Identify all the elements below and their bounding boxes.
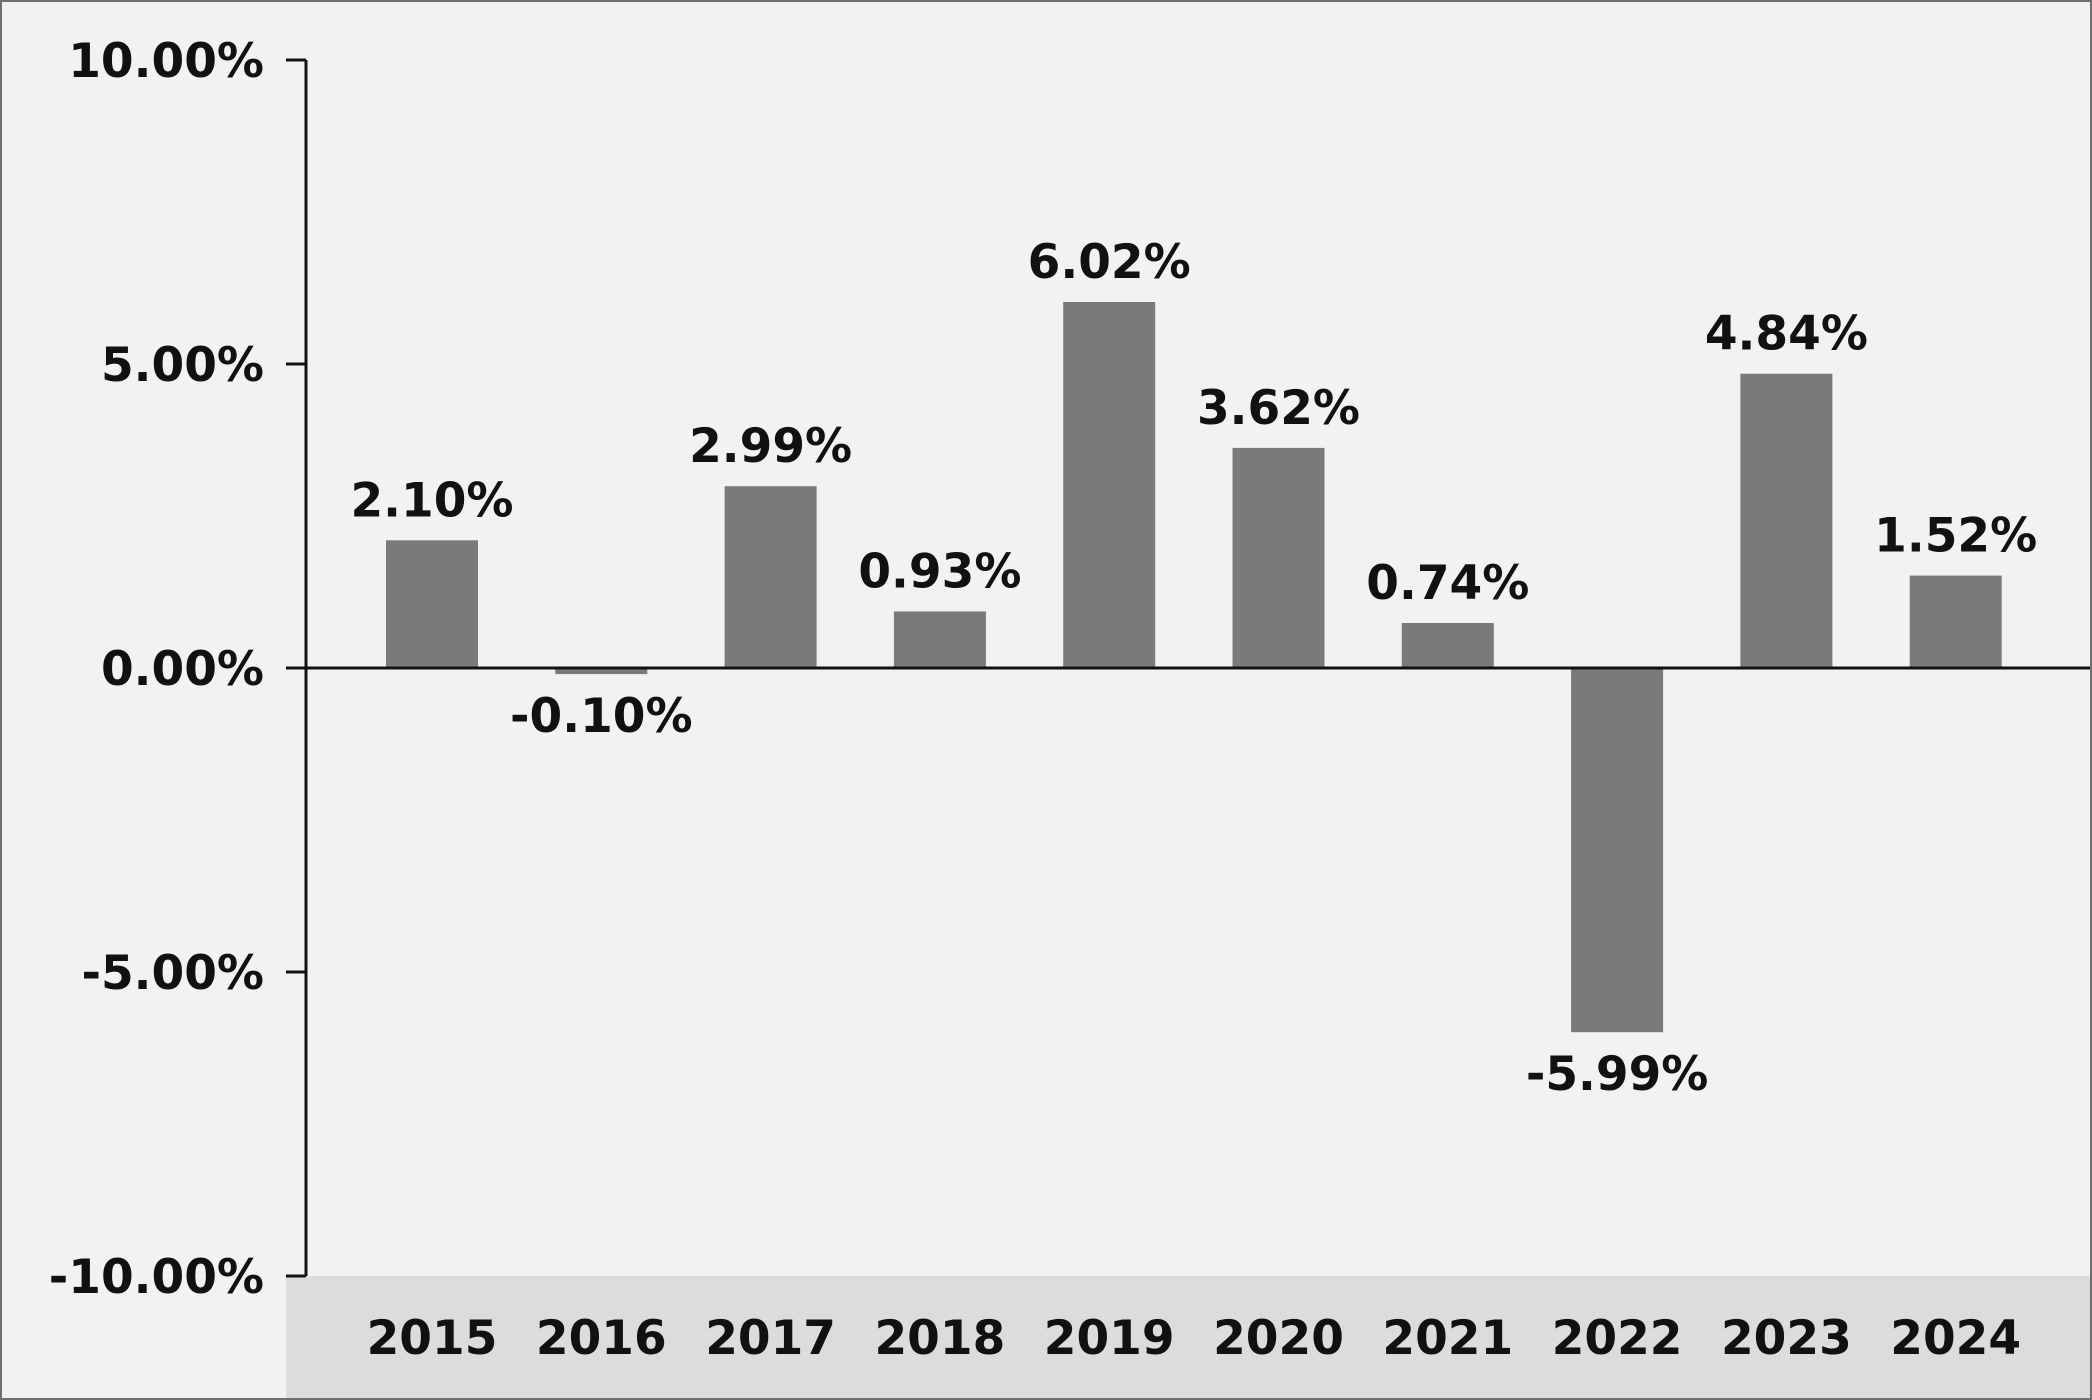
x-tick-label-2022: 2022 [1552,1311,1683,1366]
bar-2021 [1401,623,1494,668]
y-tick-label: 0.00% [101,642,264,697]
data-label-2016: -0.10% [510,689,693,744]
bar-2017 [724,486,817,668]
bar-2016 [555,668,648,675]
x-tick-label-2015: 2015 [367,1311,498,1366]
x-tick-label-2019: 2019 [1044,1311,1175,1366]
y-tick-label: 10.00% [68,34,264,89]
x-tick-label-2018: 2018 [874,1311,1005,1366]
data-label-2021: 0.74% [1366,556,1529,611]
category-band [286,1276,2090,1398]
y-tick-label: -10.00% [49,1250,264,1305]
bar-2020 [1232,447,1325,668]
data-labels: 2.10% -0.10% 2.99% 0.93% 6.02% 3.62% 0.74% -5.9… [350,235,2037,1102]
bar-2018 [893,611,986,668]
bar-2022 [1571,668,1664,1033]
x-axis-labels: 2015 2016 2017 2018 2019 2020 2021 2022 2023 2024 [367,1311,2022,1366]
data-label-2022: -5.99% [1526,1047,1709,1102]
bar-2019 [1063,301,1156,668]
x-tick-label-2021: 2021 [1382,1311,1513,1366]
data-label-2015: 2.10% [350,473,513,528]
data-label-2020: 3.62% [1197,381,1360,436]
y-tick-label: -5.00% [81,946,264,1001]
y-axis: 10.00% 5.00% 0.00% -5.00% -10.00% [49,34,308,1305]
x-tick-label-2024: 2024 [1890,1311,2021,1366]
x-tick-label-2020: 2020 [1213,1311,1344,1366]
data-label-2023: 4.84% [1705,307,1868,362]
bars [386,301,2002,1033]
bar-2023 [1740,373,1833,668]
bar-2015 [386,540,478,668]
data-label-2017: 2.99% [689,419,852,474]
y-tick-label: 5.00% [101,338,264,393]
data-label-2019: 6.02% [1028,235,1191,290]
x-tick-label-2017: 2017 [705,1311,836,1366]
bar-2024 [1909,575,2002,668]
data-label-2024: 1.52% [1874,509,2037,564]
x-tick-label-2023: 2023 [1721,1311,1852,1366]
x-tick-label-2016: 2016 [536,1311,667,1366]
data-label-2018: 0.93% [858,544,1021,599]
